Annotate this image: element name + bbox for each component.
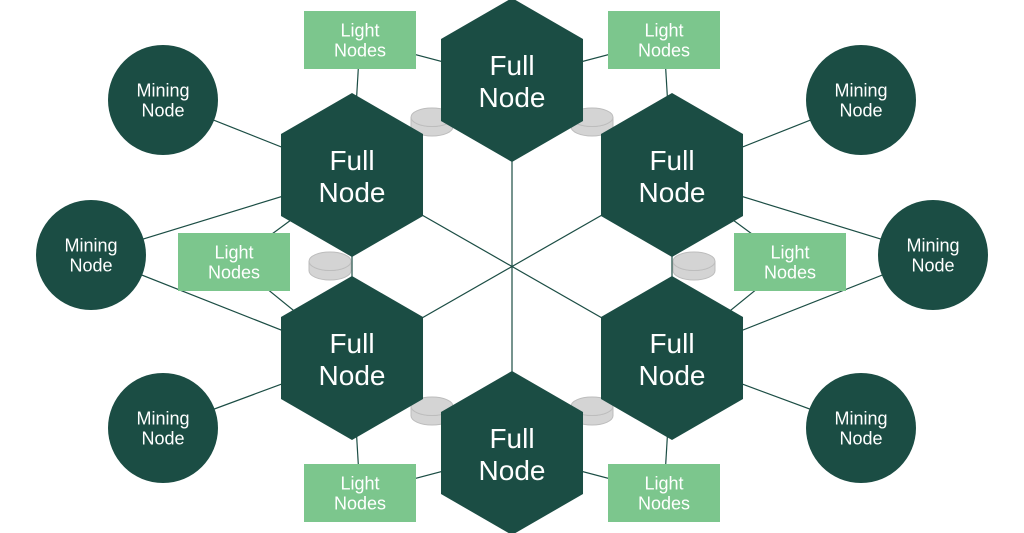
mining-node: MiningNode xyxy=(108,373,218,483)
mining-node: MiningNode xyxy=(36,200,146,310)
light-node-label: Nodes xyxy=(208,262,260,282)
full-node: FullNode xyxy=(601,93,743,257)
mining-node-label: Node xyxy=(839,428,882,448)
light-node-label: Light xyxy=(644,21,683,41)
full-node-label: Node xyxy=(479,455,546,486)
mining-node-label: Mining xyxy=(834,81,887,101)
light-node-label: Light xyxy=(214,243,253,263)
full-node: FullNode xyxy=(601,276,743,440)
mining-node-label: Node xyxy=(911,255,954,275)
full-node-label: Full xyxy=(489,50,534,81)
full-node: FullNode xyxy=(281,276,423,440)
light-node: LightNodes xyxy=(304,464,416,522)
database-icon xyxy=(673,252,715,280)
network-diagram: LightNodesLightNodesLightNodesLightNodes… xyxy=(0,0,1024,533)
light-node-label: Nodes xyxy=(638,40,690,60)
mining-node-label: Mining xyxy=(136,81,189,101)
light-node-label: Light xyxy=(340,21,379,41)
light-node-label: Nodes xyxy=(334,40,386,60)
light-node-label: Nodes xyxy=(334,493,386,513)
light-node-label: Nodes xyxy=(764,262,816,282)
full-node-label: Node xyxy=(319,360,386,391)
full-node-label: Full xyxy=(649,145,694,176)
full-node-label: Node xyxy=(479,82,546,113)
mining-node-label: Node xyxy=(69,255,112,275)
light-node-label: Light xyxy=(340,474,379,494)
full-node-label: Full xyxy=(649,328,694,359)
full-node-label: Node xyxy=(639,177,706,208)
full-node: FullNode xyxy=(441,0,583,162)
full-node-label: Node xyxy=(319,177,386,208)
database-icon xyxy=(309,252,351,280)
mining-node: MiningNode xyxy=(806,45,916,155)
light-node: LightNodes xyxy=(608,464,720,522)
mining-node-label: Node xyxy=(141,428,184,448)
mining-node-label: Mining xyxy=(906,236,959,256)
mining-node: MiningNode xyxy=(806,373,916,483)
light-node: LightNodes xyxy=(734,233,846,291)
light-node: LightNodes xyxy=(304,11,416,69)
light-node-label: Light xyxy=(770,243,809,263)
mining-node-label: Node xyxy=(141,100,184,120)
mining-node: MiningNode xyxy=(878,200,988,310)
mining-node-label: Mining xyxy=(136,409,189,429)
full-node: FullNode xyxy=(281,93,423,257)
full-node-label: Full xyxy=(489,423,534,454)
light-node: LightNodes xyxy=(178,233,290,291)
mining-node-label: Mining xyxy=(834,409,887,429)
full-node-label: Node xyxy=(639,360,706,391)
mining-node-label: Mining xyxy=(64,236,117,256)
full-node-label: Full xyxy=(329,328,374,359)
light-node-label: Light xyxy=(644,474,683,494)
mining-node: MiningNode xyxy=(108,45,218,155)
mining-node-label: Node xyxy=(839,100,882,120)
full-node: FullNode xyxy=(441,371,583,533)
full-node-label: Full xyxy=(329,145,374,176)
light-node: LightNodes xyxy=(608,11,720,69)
light-node-label: Nodes xyxy=(638,493,690,513)
